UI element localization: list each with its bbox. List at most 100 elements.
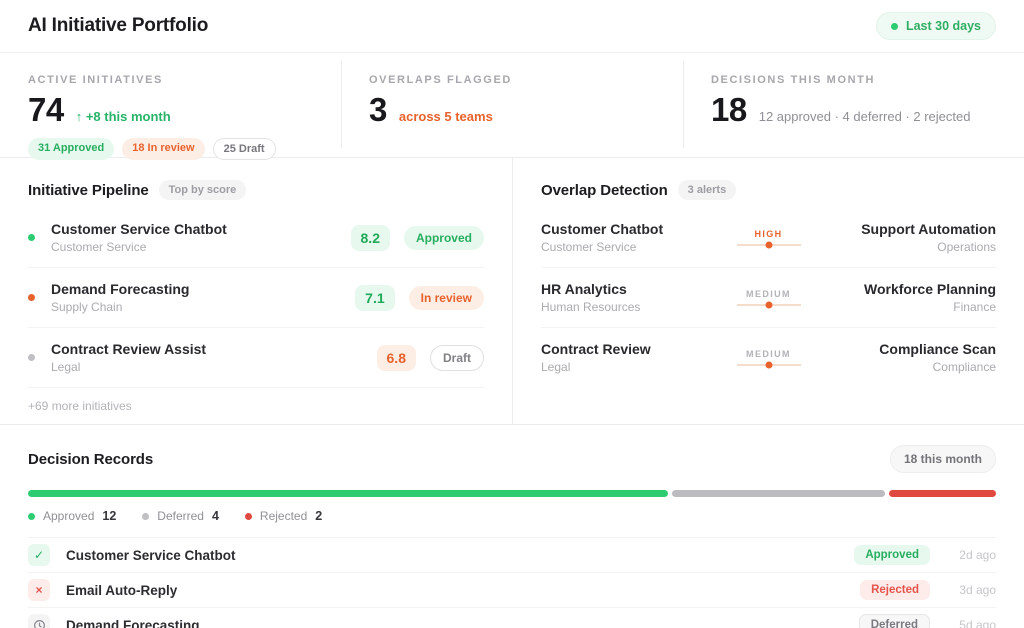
stat-delta: ↑ +8 this month	[75, 109, 171, 124]
decision-row[interactable]: Demand Forecasting Deferred 5d ago	[28, 608, 996, 628]
stat-badges: 31 Approved 18 In review 25 Draft	[28, 138, 341, 160]
decision-status-badge: Approved	[854, 545, 930, 565]
rejected-bar-segment	[889, 490, 996, 497]
deferred-dot-icon	[142, 512, 150, 520]
legend-item-deferred: Deferred 4	[142, 509, 219, 523]
decision-records-section: Decision Records 18 this month Approved …	[0, 425, 1024, 628]
initiative-name: Demand Forecasting	[51, 281, 190, 297]
initiative-pipeline-panel: Initiative Pipeline Top by score Custome…	[0, 158, 512, 424]
severity-meter-icon	[736, 301, 801, 309]
section-title: Decision Records	[28, 450, 154, 468]
legend-count: 12	[102, 509, 117, 523]
legend-item-rejected: Rejected 2	[244, 509, 322, 523]
status-badge: Approved	[403, 225, 484, 250]
overlap-item[interactable]: Contract Review Legal MEDIUM Compliance …	[541, 328, 996, 387]
decision-status-badge: Rejected	[860, 580, 930, 600]
decision-list: ✓ Customer Service Chatbot Approved 2d a…	[28, 537, 996, 628]
overlap-left-team: Human Resources	[541, 300, 641, 314]
decision-name: Email Auto-Reply	[66, 582, 178, 598]
status-dot-icon	[28, 234, 35, 241]
draft-count-badge[interactable]: 25 Draft	[212, 138, 276, 160]
deferred-bar-segment	[672, 490, 886, 497]
pipeline-item[interactable]: Demand Forecasting Supply Chain 7.1 In r…	[28, 268, 484, 328]
severity-label: HIGH	[754, 229, 783, 239]
pipeline-item[interactable]: Customer Service Chatbot Customer Servic…	[28, 208, 484, 268]
clock-icon	[28, 614, 50, 628]
top-by-score-badge: Top by score	[158, 180, 247, 200]
stat-value: 74	[28, 91, 64, 128]
panel-title: Initiative Pipeline	[28, 181, 149, 199]
decision-status-badge: Deferred	[858, 614, 930, 628]
overlap-item[interactable]: Customer Chatbot Customer Service HIGH S…	[541, 208, 996, 268]
status-dot-icon	[28, 294, 35, 301]
approved-bar-segment	[28, 490, 668, 497]
approved-count-badge[interactable]: 31 Approved	[28, 138, 115, 160]
status-badge: In review	[408, 285, 484, 310]
decision-name: Demand Forecasting	[66, 617, 200, 628]
period-filter-button[interactable]: Last 30 days	[875, 12, 996, 40]
decision-distribution-bar	[28, 490, 996, 497]
score-badge: 7.1	[355, 284, 395, 311]
score-badge: 6.8	[376, 344, 416, 371]
overlap-item[interactable]: HR Analytics Human Resources MEDIUM Work…	[541, 268, 996, 328]
decision-name: Customer Service Chatbot	[66, 547, 236, 563]
initiative-name: Contract Review Assist	[51, 341, 207, 357]
approved-dot-icon	[28, 512, 35, 520]
decision-time: 5d ago	[959, 618, 996, 628]
stat-value: 18	[711, 91, 747, 128]
overlap-right-team: Operations	[937, 240, 996, 254]
stat-label: DECISIONS THIS MONTH	[711, 74, 876, 86]
overlap-left-name: Contract Review	[541, 341, 651, 357]
panel-title: Overlap Detection	[541, 181, 668, 199]
check-icon: ✓	[28, 544, 50, 566]
overlap-left-name: Customer Chatbot	[541, 221, 664, 237]
overlap-left-name: HR Analytics	[541, 281, 627, 297]
overlap-detection-panel: Overlap Detection 3 alerts Customer Chat…	[512, 158, 1024, 424]
period-filter-label: Last 30 days	[905, 19, 981, 33]
decision-legend: Approved 12 Deferred 4 Rejected 2	[28, 509, 996, 523]
stat-label: OVERLAPS FLAGGED	[369, 74, 512, 86]
alerts-count-badge: 3 alerts	[677, 180, 737, 200]
rejected-dot-icon	[244, 512, 252, 520]
overlap-right-name: Workforce Planning	[864, 281, 996, 297]
decision-row[interactable]: × Email Auto-Reply Rejected 3d ago	[28, 573, 996, 608]
overlap-left-team: Customer Service	[541, 240, 637, 254]
pipeline-list: Customer Service Chatbot Customer Servic…	[28, 208, 484, 424]
stat-detail: 12 approved · 4 deferred · 2 rejected	[758, 109, 971, 124]
legend-count: 4	[211, 509, 219, 523]
page-title: AI Initiative Portfolio	[28, 15, 209, 36]
severity-meter-icon	[736, 241, 801, 249]
panels-band: Initiative Pipeline Top by score Custome…	[0, 158, 1024, 425]
stat-active-initiatives: ACTIVE INITIATIVES 74 ↑ +8 this month 31…	[0, 53, 341, 160]
overlap-right-team: Compliance	[932, 360, 996, 374]
decision-time: 2d ago	[959, 548, 996, 562]
overlap-left-team: Legal	[541, 360, 571, 374]
initiative-team: Supply Chain	[51, 300, 123, 314]
pipeline-item[interactable]: Contract Review Assist Legal 6.8 Draft	[28, 328, 484, 388]
legend-item-approved: Approved 12	[28, 509, 116, 523]
status-badge: Draft	[429, 344, 484, 371]
decision-row[interactable]: ✓ Customer Service Chatbot Approved 2d a…	[28, 538, 996, 573]
decision-time: 3d ago	[959, 583, 996, 597]
severity-label: MEDIUM	[746, 349, 791, 359]
header: AI Initiative Portfolio Last 30 days	[0, 0, 1024, 53]
initiative-name: Customer Service Chatbot	[51, 221, 227, 237]
overlap-right-team: Finance	[953, 300, 996, 314]
stat-detail: across 5 teams	[398, 109, 493, 124]
score-badge: 8.2	[350, 224, 390, 251]
stat-label: ACTIVE INITIATIVES	[28, 74, 163, 86]
stat-decisions-this-month: DECISIONS THIS MONTH 18 12 approved · 4 …	[683, 53, 1024, 160]
stat-value: 3	[369, 91, 387, 128]
initiative-team: Legal	[51, 360, 81, 374]
stats-band: ACTIVE INITIATIVES 74 ↑ +8 this month 31…	[0, 53, 1024, 160]
more-initiatives-link[interactable]: +69 more initiatives	[28, 399, 132, 413]
status-dot-icon	[890, 22, 898, 30]
overlap-right-name: Support Automation	[861, 221, 996, 237]
stat-overlaps-flagged: OVERLAPS FLAGGED 3 across 5 teams	[341, 53, 683, 160]
x-icon: ×	[28, 579, 50, 601]
legend-label: Approved	[43, 509, 95, 523]
severity-meter-icon	[736, 361, 801, 369]
in-review-count-badge[interactable]: 18 In review	[122, 138, 205, 160]
overlap-list: Customer Chatbot Customer Service HIGH S…	[541, 208, 996, 387]
legend-label: Deferred	[157, 509, 204, 523]
